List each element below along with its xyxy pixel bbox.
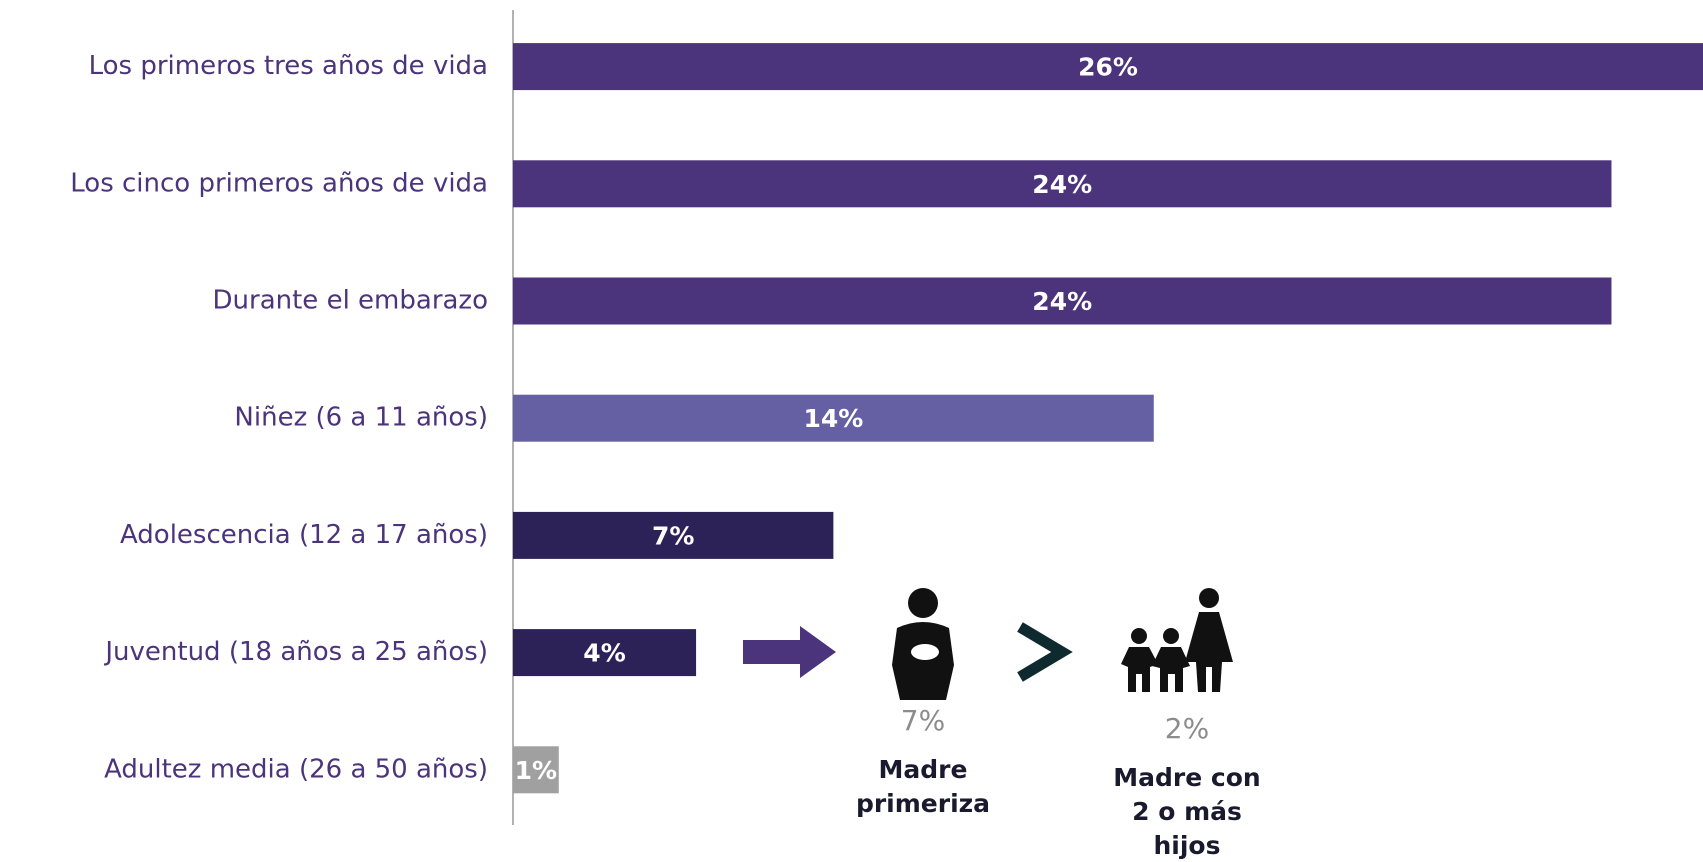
bar (513, 746, 559, 794)
category-label: Juventud (18 años a 25 años) (103, 637, 488, 667)
bar (513, 511, 834, 559)
mother-icon (892, 588, 954, 700)
annotation-label: 2 o más (1132, 797, 1242, 826)
annotation-label: Madre con (1113, 763, 1260, 792)
category-label: Durante el embarazo (213, 286, 488, 316)
annotation-value: 7% (901, 704, 945, 737)
bar (513, 43, 1703, 91)
annotation-label: Madre (879, 755, 968, 784)
family-icon (1121, 588, 1233, 692)
category-label: Adolescencia (12 a 17 años) (120, 520, 488, 550)
category-label: Adultez media (26 a 50 años) (104, 754, 488, 784)
greater-than (1017, 622, 1073, 682)
value-label: 24% (1032, 170, 1092, 199)
annotation-label: hijos (1154, 831, 1221, 860)
category-label: Los primeros tres años de vida (89, 51, 488, 81)
bar (513, 277, 1612, 325)
arrow (743, 626, 836, 678)
value-label: 26% (1078, 53, 1138, 82)
annotation-value: 2% (1165, 712, 1209, 745)
category-label: Niñez (6 a 11 años) (234, 403, 488, 433)
annotation-label: primeriza (856, 789, 990, 818)
value-label: 1% (515, 756, 557, 785)
value-label: 14% (803, 404, 863, 433)
value-label: 4% (583, 639, 625, 668)
value-label: 24% (1032, 287, 1092, 316)
bar (513, 629, 697, 677)
category-label: Los cinco primeros años de vida (70, 168, 488, 198)
bar (513, 394, 1154, 442)
value-label: 7% (652, 521, 694, 550)
bar (513, 160, 1612, 208)
